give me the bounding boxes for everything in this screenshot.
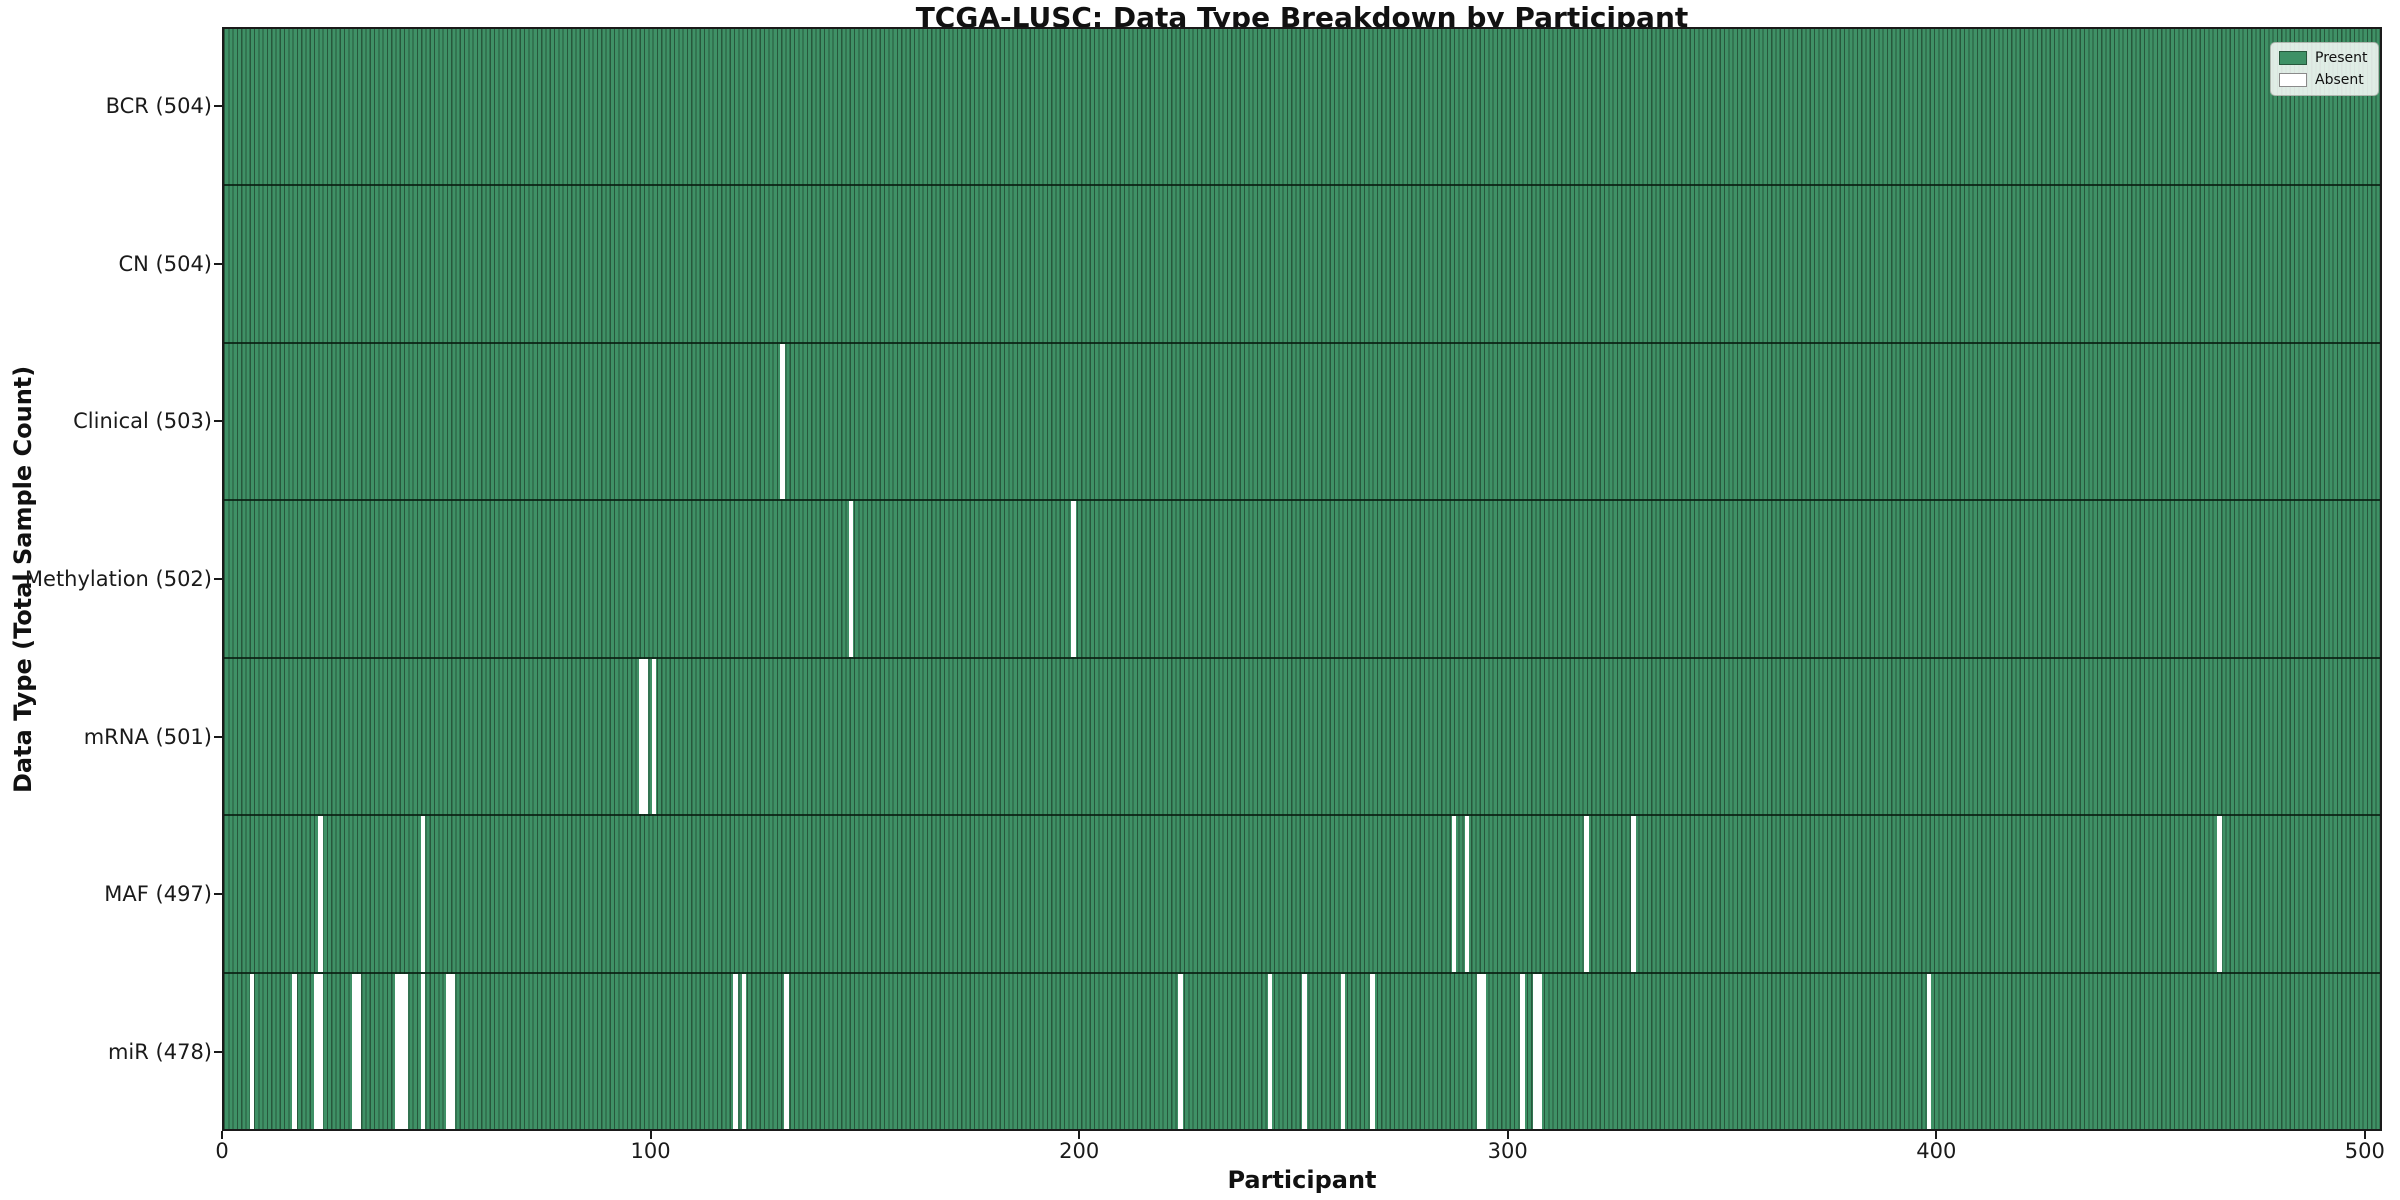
absent-gap [651,658,657,815]
absent-gap [403,973,409,1129]
absent-gap [1481,973,1487,1129]
absent-gap [1631,816,1637,972]
absent-gap [249,973,255,1129]
xtick-label-0: 0 [215,1139,229,1163]
absent-gap [1533,973,1538,1129]
absent-gap [1302,973,1307,1129]
legend-entry-absent: Absent [2279,72,2368,88]
absent-gap [1267,973,1273,1129]
ytick-mark [214,1051,222,1054]
ytick-mark [214,735,222,738]
xtick-label-100: 100 [630,1139,671,1163]
legend: Present Absent [2270,42,2379,96]
legend-entry-present: Present [2279,50,2368,66]
ytick-label-bcr: BCR (504) [105,93,212,118]
absent-gap [313,973,319,1129]
absent-gap [292,973,298,1129]
ytick-label-mir: miR (478) [107,1040,212,1065]
xtick-mark [649,1131,652,1139]
absent-gap [848,501,854,657]
absent-gap [356,973,362,1129]
legend-label-present: Present [2315,50,2368,66]
absent-gap [1464,816,1470,972]
ytick-mark [214,578,222,580]
xtick-label-500: 500 [2344,1139,2385,1163]
ytick-label-maf: MAF (497) [104,882,212,907]
absent-gap [733,973,738,1129]
absent-gap [1537,973,1542,1129]
heat-row-methylation [224,499,2380,657]
absent-gap [399,973,405,1129]
absent-gap [1520,973,1525,1129]
ytick-mark [214,262,222,265]
legend-swatch-absent [2279,73,2307,87]
absent-gap [318,973,323,1129]
xtick-mark [1506,1131,1509,1139]
ytick-label-cn: CN (504) [118,251,212,276]
absent-gap [784,973,790,1129]
absent-gap [643,658,648,815]
absent-gap [1370,973,1376,1129]
absent-gap [1926,973,1932,1129]
x-axis-label: Participant [1227,1166,1377,1194]
legend-swatch-present [2279,51,2307,65]
xtick-mark [2363,1131,2366,1139]
absent-gap [1451,816,1457,972]
ytick-mark [214,420,222,423]
ytick-mark [214,893,222,896]
heat-row-mir [224,971,2380,1129]
absent-gap [1340,973,1346,1129]
xtick-label-400: 400 [1916,1139,1957,1163]
xtick-mark [1078,1131,1081,1139]
heat-row-bcr [224,29,2380,185]
plot-area [222,27,2382,1131]
legend-label-absent: Absent [2315,72,2364,88]
heat-row-clinical [224,341,2380,500]
absent-gap [741,973,747,1129]
absent-gap [1177,973,1183,1129]
ytick-label-methylation: Methylation (502) [24,567,212,591]
xtick-mark [1935,1131,1938,1139]
absent-gap [1071,501,1076,657]
heat-row-mrna [224,656,2380,815]
absent-gap [780,343,785,500]
absent-gap [450,973,456,1129]
absent-gap [318,816,323,972]
absent-gap [420,816,426,972]
ytick-label-clinical: Clinical (503) [73,409,212,434]
ytick-mark [214,104,222,107]
heat-row-cn [224,184,2380,342]
absent-gap [1477,973,1483,1129]
ytick-label-mrna: mRNA (501) [83,724,212,749]
heat-row-maf [224,814,2380,972]
absent-gap [638,658,644,815]
absent-gap [352,973,357,1129]
xtick-mark [221,1131,223,1139]
absent-gap [1584,816,1589,972]
absent-gap [420,973,426,1129]
absent-gap [446,973,452,1129]
absent-gap [395,973,400,1129]
xtick-label-200: 200 [1059,1139,1100,1163]
xtick-label-300: 300 [1487,1139,1528,1163]
absent-gap [2217,816,2223,972]
